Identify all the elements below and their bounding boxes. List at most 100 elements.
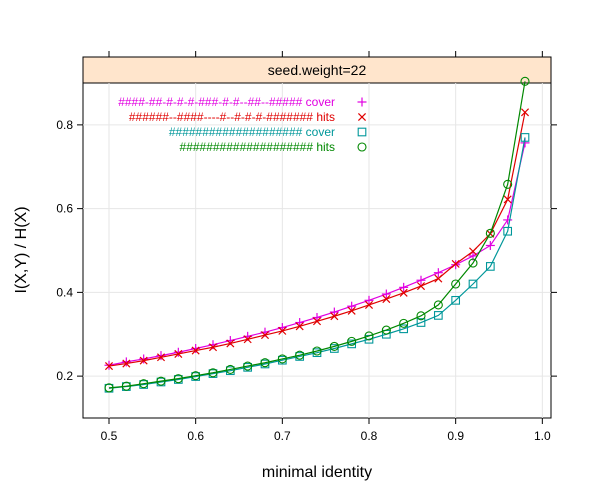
data-point [399, 324, 409, 334]
data-point [520, 133, 530, 142]
data-point [451, 259, 460, 268]
x-axis-label: minimal identity [262, 464, 372, 481]
data-point [503, 215, 513, 225]
data-point [330, 312, 339, 321]
data-point [468, 247, 478, 256]
legend-entry-label: ####-##-#-#-#-###-#-#--##--##### cover [118, 95, 335, 109]
legend-entry-label: #################### cover [169, 125, 335, 139]
data-point [485, 240, 495, 250]
y-tick-label: 0.4 [56, 285, 73, 299]
data-point [520, 76, 530, 86]
panel-strip [82, 56, 552, 84]
data-point [191, 346, 200, 355]
data-point [173, 374, 183, 384]
data-point [208, 368, 218, 378]
data-point [139, 379, 149, 389]
legend-entry-label: ######--####----#--#-#-#-####### hits [129, 110, 335, 124]
data-point [520, 108, 530, 117]
axis-ticks: 0.5 0.6 0.7 0.8 0.9 1.0 0.2 0.4 0.6 0.8 [56, 51, 557, 443]
data-point [364, 331, 374, 341]
data-point [468, 258, 478, 268]
data-point [416, 311, 426, 321]
data-point [156, 353, 166, 362]
data-point [191, 343, 201, 353]
data-point [208, 343, 218, 352]
data-point [121, 357, 131, 367]
data-point [399, 318, 409, 328]
data-point [278, 326, 287, 335]
data-point [416, 275, 426, 285]
x-tick-label: 0.5 [101, 429, 118, 443]
data-point [139, 354, 149, 364]
data-point [381, 325, 391, 335]
series-circle [104, 76, 530, 393]
series-x [104, 108, 530, 371]
data-point [399, 282, 409, 292]
data-point [243, 335, 252, 344]
data-point [364, 300, 374, 309]
data-point [503, 226, 513, 236]
data-point [191, 371, 201, 381]
data-point [260, 358, 270, 368]
data-point [347, 301, 357, 311]
data-point [433, 300, 443, 310]
x-tick-label: 1.0 [534, 429, 551, 443]
data-point [174, 349, 183, 358]
data-point [295, 350, 305, 360]
grid-lines [83, 83, 551, 418]
data-point [433, 268, 443, 278]
data-point [485, 262, 495, 271]
data-point [433, 311, 443, 320]
data-point [156, 376, 166, 386]
y-axis-label: I(X,Y) / H(X) [13, 206, 30, 293]
legend-entry-marker [357, 142, 367, 152]
data-point [260, 331, 270, 340]
legend-entry-marker [357, 112, 367, 122]
data-point [503, 179, 513, 189]
data-point [312, 317, 322, 326]
data-point [139, 356, 148, 365]
data-point [381, 289, 391, 299]
data-point [243, 361, 253, 371]
y-tick-label: 0.2 [56, 369, 73, 383]
data-point [485, 228, 495, 238]
data-point [434, 274, 443, 283]
data-point [399, 288, 408, 297]
data-point [226, 339, 235, 348]
data-series [104, 76, 530, 393]
data-point [347, 336, 357, 346]
x-tick-label: 0.9 [447, 429, 464, 443]
data-point [104, 362, 114, 371]
data-point [104, 383, 114, 393]
data-point [173, 347, 183, 357]
data-point [468, 279, 478, 289]
data-point [451, 279, 461, 289]
data-point [121, 381, 131, 391]
data-point [347, 339, 357, 349]
data-point [416, 282, 426, 291]
x-tick-label: 0.7 [274, 429, 291, 443]
x-tick-label: 0.6 [187, 429, 204, 443]
legend-entry-label: #################### hits [180, 140, 335, 154]
data-point [295, 322, 304, 331]
data-point [347, 306, 356, 315]
series-line [108, 81, 526, 389]
data-point [277, 354, 287, 364]
y-tick-label: 0.6 [56, 202, 73, 216]
data-point [122, 359, 131, 368]
data-point [329, 307, 339, 317]
data-point [329, 341, 339, 351]
legend-entry-marker [357, 97, 367, 107]
legend: ####-##-#-#-#-###-#-#--##--##### cover##… [118, 95, 367, 154]
data-point [451, 295, 461, 305]
data-point [382, 295, 391, 304]
panel-title: seed.weight=22 [268, 62, 367, 78]
legend-entry-marker [357, 127, 367, 137]
data-point [503, 195, 512, 204]
data-point [416, 318, 426, 327]
data-point [364, 295, 374, 305]
data-point [312, 346, 322, 356]
data-point [156, 351, 166, 361]
series-line [108, 137, 526, 389]
